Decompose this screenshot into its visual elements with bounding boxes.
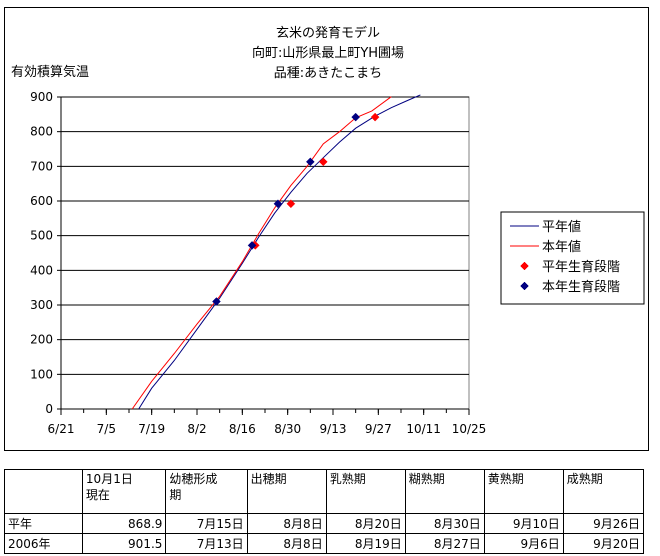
y-tick-label: 100 <box>30 367 53 381</box>
table-cell: 8月20日 <box>325 513 406 534</box>
legend-label: 平年生育段階 <box>542 259 620 275</box>
y-axis-label: 有効積算気温 <box>11 64 89 80</box>
chart-frame: 玄米の発育モデル向町:山形県最上町YH圃場 品種:あきたこまち 有効積算気温 0 1… <box>4 7 649 451</box>
y-tick-label: 300 <box>30 298 53 312</box>
data-point <box>351 112 361 122</box>
x-tick-label: 10/11 <box>406 422 441 436</box>
table-cell: 8月8日 <box>246 513 327 534</box>
table-cell: 8月30日 <box>404 513 485 534</box>
data-point <box>286 199 296 209</box>
y-tick-label: 500 <box>30 229 53 243</box>
table-cell: 8月19日 <box>325 533 406 554</box>
table-row: 2006年 901.5 7月13日 8月8日 8月19日 8月27日 9月6日 9月20日 <box>4 533 645 554</box>
x-tick-label: 7/19 <box>138 422 165 436</box>
x-tick-label: 10/25 <box>452 422 487 436</box>
table-cell: 9月10日 <box>483 513 564 534</box>
legend-label: 平年値 <box>542 219 581 235</box>
chart-title-line: 向町:山形県最上町YH圃場 <box>252 45 404 61</box>
x-tick-label: 8/2 <box>187 422 206 436</box>
y-tick-label: 900 <box>30 90 53 104</box>
table-header-cell: 幼穂形成期 <box>165 469 248 514</box>
data-point <box>212 297 221 306</box>
y-tick-label: 400 <box>30 263 53 277</box>
x-tick-label: 8/30 <box>274 422 301 436</box>
table-header-cell: 黄熟期 <box>483 469 564 514</box>
y-tick-label: 200 <box>30 333 53 347</box>
table-header-cell: 糊熟期 <box>404 469 485 514</box>
data-point <box>247 241 257 250</box>
series-line <box>138 94 421 410</box>
plot-area: 0 100 200 300 400 500 600 700 800 900 6/21 7/5 7/19 8… <box>30 90 486 436</box>
y-tick-label: 700 <box>30 159 53 173</box>
table-cell: 7月15日 <box>165 513 248 534</box>
legend-swatch <box>520 281 529 291</box>
table-cell: 8月27日 <box>404 533 485 554</box>
series-line <box>131 96 392 410</box>
table-cell: 9月6日 <box>483 533 564 554</box>
table-header-cell: 出穂期 <box>246 469 327 514</box>
plot-background <box>60 96 470 410</box>
x-tick-label: 9/13 <box>320 422 347 436</box>
y-tick-label: 0 <box>45 402 53 416</box>
table-cell: 8月8日 <box>246 533 327 554</box>
x-tick-label: 6/21 <box>48 422 75 436</box>
legend-label: 本年生育段階 <box>542 279 620 295</box>
row-label-cell: 平年 <box>4 513 83 534</box>
table-cell: 901.5 <box>81 533 167 554</box>
data-point <box>370 112 380 122</box>
x-tick-label: 8/16 <box>229 422 256 436</box>
table-cell: 7月13日 <box>165 533 248 554</box>
stage-summary-table: 10月1日 現在 幼穂形成期出穂期 乳熟期 糊熟期 黄熟期 成熟期 平年 868.9 7月15日 8… <box>4 469 645 554</box>
chart-title-line: 玄米の発育モデル <box>276 25 380 41</box>
x-tick-label: 7/5 <box>97 422 116 436</box>
table-header-row: 10月1日 現在 幼穂形成期出穂期 乳熟期 糊熟期 黄熟期 成熟期 <box>4 469 645 514</box>
data-point <box>318 157 328 167</box>
table-cell: 868.9 <box>81 513 167 534</box>
table-header-cell: 10月1日 現在 <box>81 469 167 514</box>
data-point <box>305 157 315 167</box>
y-tick-label: 600 <box>30 194 53 208</box>
y-tick-label: 800 <box>30 125 53 139</box>
table-cell: 9月26日 <box>562 513 645 534</box>
table-header-cell <box>4 469 83 514</box>
table-row: 平年 868.9 7月15日 8月8日 8月20日 8月30日 9月10日 9月26日 <box>4 513 645 534</box>
table-header-cell: 乳熟期 <box>325 469 406 514</box>
legend-label: 本年値 <box>542 239 581 255</box>
x-tick-label: 9/27 <box>365 422 392 436</box>
row-label-cell: 2006年 <box>4 533 83 554</box>
table-cell: 9月20日 <box>562 533 645 554</box>
data-point <box>273 199 283 209</box>
legend-swatch <box>520 261 529 271</box>
table-header-cell: 成熟期 <box>562 469 645 514</box>
chart-title-line: 品種:あきたこまち <box>274 65 382 81</box>
